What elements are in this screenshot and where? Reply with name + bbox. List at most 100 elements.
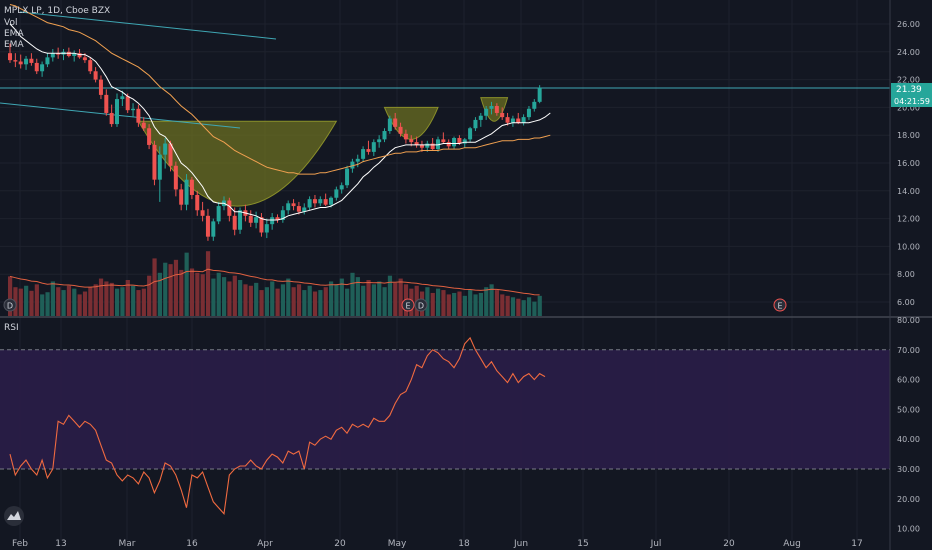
volume-bar: [296, 284, 302, 316]
price-tick-label: 10.00: [897, 242, 920, 251]
volume-bar: [468, 290, 473, 316]
volume-ma-line: [9, 268, 540, 296]
candle-body: [264, 224, 269, 233]
indicator-ema-label-2[interactable]: EMA: [4, 40, 24, 50]
indicator-ema-label-1[interactable]: EMA: [4, 29, 24, 39]
volume-bar: [248, 285, 253, 316]
rsi-label[interactable]: RSI: [4, 323, 19, 333]
candle-body: [500, 112, 505, 118]
candle-body: [232, 215, 237, 230]
trendline-upper[interactable]: [19, 11, 277, 40]
volume-bar: [211, 278, 216, 316]
earnings-marker-1-label: E: [405, 302, 410, 311]
candle-body: [131, 108, 136, 111]
dividend-marker-2[interactable]: [414, 298, 428, 312]
candle-body: [18, 61, 23, 65]
candle-body: [350, 161, 355, 169]
dividend-marker-1[interactable]: [3, 298, 17, 312]
volume-bar: [136, 290, 141, 316]
volume-bar: [115, 288, 120, 316]
tradingview-logo[interactable]: [4, 506, 24, 526]
candle-body: [24, 58, 29, 65]
volume-bar: [302, 290, 307, 316]
volume-bar: [430, 292, 435, 316]
volume-bar: [24, 285, 29, 316]
candle-body: [478, 115, 483, 120]
volume-bar: [446, 294, 451, 316]
volume-bar: [82, 291, 88, 316]
volume-bar: [484, 287, 489, 316]
volume-bar: [505, 295, 510, 316]
rsi-line: [9, 336, 546, 515]
volume-bar: [318, 290, 323, 316]
volume-bar: [366, 280, 371, 316]
time-tick-label: Aug: [783, 539, 801, 549]
candle-body: [377, 139, 382, 143]
candle-body: [141, 122, 146, 129]
time-tick-label: Apr: [257, 539, 273, 549]
volume-bar: [104, 281, 109, 316]
time-tick-label: Mar: [119, 539, 136, 549]
volume-bar: [66, 285, 72, 316]
earnings-marker-1[interactable]: [401, 298, 415, 312]
candle-body: [270, 217, 275, 225]
volume-bar: [425, 287, 430, 316]
volume-bar: [280, 284, 286, 316]
price-tick-label: 26.00: [897, 20, 920, 29]
indicator-volume-label[interactable]: Vol: [4, 18, 17, 28]
candle-body: [227, 200, 232, 216]
price-tick-label: 6.00: [897, 298, 915, 307]
volume-bar: [457, 291, 462, 316]
volume-bar: [179, 269, 184, 316]
volume-bar: [329, 281, 334, 316]
time-tick-label: Jul: [650, 539, 662, 549]
volume-bar: [173, 259, 179, 316]
countdown-tag: 04:21:59: [894, 97, 930, 106]
candle-body: [521, 117, 526, 123]
volume-bar: [205, 251, 211, 316]
volume-bar: [355, 277, 360, 316]
candle-body: [537, 87, 542, 102]
volume-bar: [291, 287, 296, 316]
volume-bar: [526, 297, 532, 316]
volume-bar: [259, 290, 264, 316]
earnings-marker-2[interactable]: [773, 298, 787, 312]
candle-body: [104, 94, 109, 113]
candle-body: [184, 179, 189, 205]
time-tick-label: 16: [186, 539, 198, 549]
candle-body: [430, 143, 435, 150]
candle-body: [88, 60, 93, 72]
candlesticks: [8, 43, 542, 241]
volume-bar: [50, 281, 55, 316]
candle-body: [120, 96, 125, 100]
candle-body: [40, 64, 45, 72]
price-tick-label: 14.00: [897, 187, 920, 196]
rsi-tick-label: 60.00: [897, 376, 920, 385]
candle-body: [98, 79, 103, 95]
candle-body: [66, 51, 71, 56]
candle-body: [45, 57, 50, 65]
candle-body: [93, 71, 98, 80]
price-tick-label: 16.00: [897, 159, 920, 168]
time-tick-label: 17: [851, 539, 862, 549]
candle-body: [179, 189, 184, 205]
trendline-lower[interactable]: [0, 102, 241, 129]
volume-bar: [312, 291, 318, 316]
candle-body: [280, 210, 285, 220]
current-price-tag: 21.39: [896, 85, 922, 95]
rsi-band-fill: [0, 349, 890, 469]
volume-bar: [189, 268, 195, 316]
volume-bar: [184, 252, 189, 316]
time-tick-label: May: [388, 539, 407, 549]
candle-body: [355, 158, 360, 162]
price-axis: 26.00 24.00 22.00 20.00 18.00 16.00 14.00 12.00…: [897, 20, 920, 307]
price-tick-label: 20.00: [897, 103, 920, 112]
volume-bar: [398, 278, 403, 316]
candle-body: [532, 101, 537, 109]
symbol-title[interactable]: MPLX LP, 1D, Cboe BZX: [4, 6, 110, 16]
rsi-axis: 80.00 70.00 60.00 50.00 40.00 30.00 20.00 10.00: [897, 316, 920, 534]
time-tick-label: 15: [577, 539, 588, 549]
candle-body: [157, 154, 162, 180]
volume-bar: [532, 301, 537, 316]
